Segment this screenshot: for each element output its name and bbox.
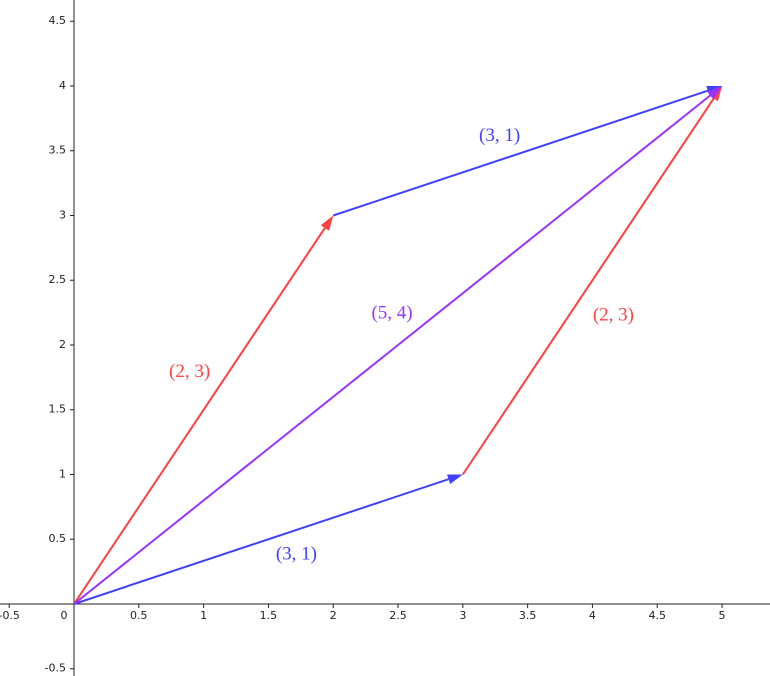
x-tick-label: 3.5 — [519, 609, 537, 622]
x-tick-label: 2 — [330, 609, 337, 622]
x-tick-label: 1.5 — [260, 609, 278, 622]
vector-head — [707, 85, 723, 100]
x-tick-label: 0.5 — [130, 609, 148, 622]
y-tick-label: 2 — [59, 338, 66, 351]
y-tick-label: 2.5 — [49, 273, 67, 286]
vector-label: (2, 3) — [593, 305, 634, 326]
x-tick-label: 3 — [459, 609, 466, 622]
vector-label: (2, 3) — [169, 361, 210, 382]
x-tick-label: 5 — [719, 609, 726, 622]
vector-label: (3, 1) — [479, 125, 520, 146]
x-tick-label: 4 — [589, 609, 596, 622]
vector-head — [320, 215, 334, 231]
y-tick-label: -0.5 — [45, 662, 66, 675]
x-tick-label: 0 — [61, 609, 68, 622]
x-tick-label: 4.5 — [648, 609, 666, 622]
vector-shaft — [332, 89, 709, 217]
vector-label: (5, 4) — [371, 302, 412, 323]
x-tick-label: 1 — [200, 609, 207, 622]
y-tick-label: 1 — [59, 467, 66, 480]
vector-shaft — [73, 478, 449, 605]
y-tick-label: 3.5 — [49, 144, 67, 157]
vector-label: (3, 1) — [276, 544, 317, 565]
y-tick-label: 0.5 — [49, 532, 67, 545]
vector-head — [447, 474, 463, 484]
y-tick-label: 4.5 — [49, 14, 67, 27]
vector-shaft — [73, 227, 326, 605]
x-tick-label: -0.5 — [0, 609, 20, 622]
vector-shaft — [461, 97, 715, 476]
vector-shaft — [73, 94, 711, 605]
x-tick-label: 2.5 — [389, 609, 407, 622]
y-tick-label: 4 — [59, 79, 66, 92]
y-tick-label: 1.5 — [49, 403, 67, 416]
y-tick-label: 3 — [59, 208, 66, 221]
